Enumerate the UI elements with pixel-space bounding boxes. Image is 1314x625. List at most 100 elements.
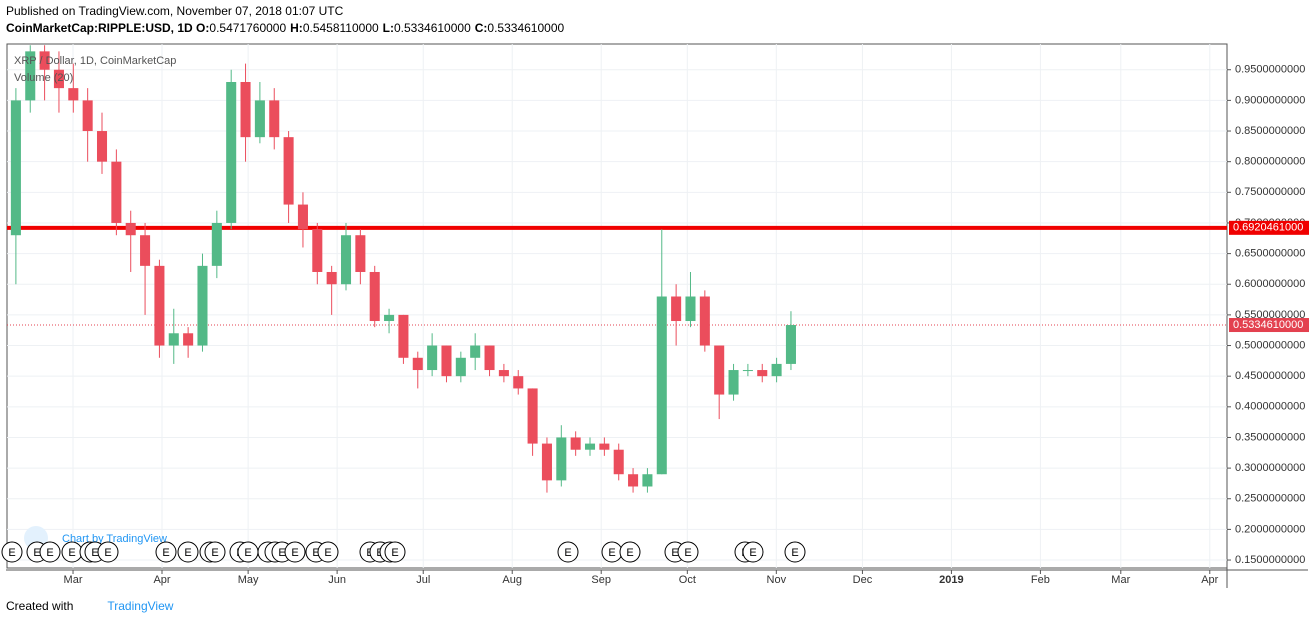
price-label: 0.6920461000: [1233, 222, 1303, 234]
candle-body: [96, 131, 108, 162]
candle-body: [656, 296, 667, 475]
y-tick-label: 0.7500000000: [1235, 186, 1305, 198]
event-marker: [1, 541, 23, 563]
x-tick-label: Nov: [767, 574, 787, 586]
x-tick-label: Apr: [1201, 574, 1218, 586]
y-tick-label: 0.4000000000: [1235, 401, 1305, 413]
ohlc-value: 0.5334610000: [394, 21, 471, 35]
candle-body: [10, 100, 21, 236]
candle-body: [183, 333, 194, 346]
ohlc-value: 0.5458110000: [302, 21, 379, 35]
event-marker: [155, 541, 177, 563]
ohlc: O:0.5471760000 H:0.5458110000 L:0.53346100…: [196, 21, 568, 35]
event-label: E: [278, 547, 285, 559]
candle-body: [584, 443, 596, 450]
event-label: E: [104, 547, 111, 559]
x-tick-label: May: [238, 574, 259, 586]
ohlc-key: L:: [382, 21, 394, 35]
event-label: E: [162, 547, 169, 559]
candle-body: [398, 314, 409, 358]
event-label: E: [324, 547, 331, 559]
candle-body: [570, 437, 581, 450]
x-tick-label: Feb: [1031, 574, 1050, 586]
event-marker: [204, 541, 226, 563]
y-tick-label: 0.2000000000: [1235, 523, 1305, 535]
y-tick-label: 0.6000000000: [1235, 278, 1305, 290]
y-tick-label: 0.5000000000: [1235, 339, 1305, 351]
y-tick-label: 0.1500000000: [1235, 554, 1305, 566]
ohlc-key: C:: [474, 21, 488, 35]
candle-body: [340, 235, 352, 285]
event-label: E: [312, 547, 319, 559]
x-tick-label: Mar: [64, 574, 83, 586]
candle-body: [240, 81, 251, 138]
event-label: E: [33, 547, 40, 559]
candle-body: [53, 69, 64, 89]
x-tick-label: Dec: [853, 574, 873, 586]
y-tick-label: 0.3000000000: [1235, 462, 1305, 474]
price-label-box: [1229, 220, 1309, 235]
candle-body: [254, 100, 265, 138]
event-marker: [177, 541, 199, 563]
candle-body: [25, 51, 36, 101]
event-label: E: [391, 547, 398, 559]
watermark: Chart by TradingView: [62, 533, 167, 545]
y-tick-label: 0.9500000000: [1235, 64, 1305, 76]
event-label: E: [211, 547, 218, 559]
candle-body: [125, 222, 136, 236]
event-label: E: [684, 547, 691, 559]
candle-body: [111, 161, 122, 223]
candle-body: [326, 271, 337, 285]
candle-body: [39, 51, 50, 70]
candle-body: [642, 474, 653, 487]
candle-body: [613, 449, 624, 475]
x-tick-label: Jul: [416, 574, 430, 586]
event-label: E: [46, 547, 53, 559]
event-marker: [39, 541, 61, 563]
candle-body: [412, 357, 423, 371]
event-label: E: [91, 547, 98, 559]
event-label: E: [791, 547, 798, 559]
candle-body: [484, 345, 495, 371]
candle-body: [785, 325, 796, 364]
x-tick-label: Oct: [679, 574, 696, 586]
x-tick-label: Mar: [1111, 574, 1130, 586]
event-label: E: [671, 547, 678, 559]
candle-body: [599, 443, 610, 450]
candle-body: [269, 100, 280, 138]
y-tick-label: 0.4500000000: [1235, 370, 1305, 382]
candle-body: [742, 370, 753, 372]
event-marker: [384, 541, 406, 563]
symbol: CoinMarketCap:RIPPLE:USD, 1D: [6, 21, 193, 35]
event-label: E: [608, 547, 615, 559]
candle-body: [527, 388, 538, 444]
candle-body: [513, 376, 524, 389]
x-tick-label: Jun: [328, 574, 346, 586]
ohlc-value: 0.5334610000: [487, 21, 565, 35]
candle-body: [699, 296, 710, 346]
candle-body: [541, 443, 552, 481]
event-marker: [619, 541, 641, 563]
event-marker: [557, 541, 579, 563]
candle-body: [685, 296, 696, 322]
y-tick-label: 0.3500000000: [1235, 431, 1305, 443]
published: Published on TradingView.com, November 0…: [6, 4, 344, 18]
candle-body: [197, 265, 208, 346]
y-tick-label: 0.8000000000: [1235, 156, 1305, 168]
price-label-box: [1229, 318, 1309, 333]
event-marker: [784, 541, 806, 563]
legend-title: XRP / Dollar, 1D, CoinMarketCap: [14, 55, 176, 67]
x-tick-label: Aug: [502, 574, 522, 586]
created: Created with: [6, 599, 74, 613]
candle-body: [283, 137, 294, 205]
candle-body: [470, 345, 481, 358]
candle-body: [441, 345, 452, 377]
y-tick-label: 0.5500000000: [1235, 309, 1305, 321]
event-marker: [97, 541, 119, 563]
candle-body: [671, 296, 682, 322]
candle-body: [154, 265, 165, 346]
candle-body: [628, 474, 639, 487]
brand[interactable]: TradingView: [107, 599, 174, 613]
